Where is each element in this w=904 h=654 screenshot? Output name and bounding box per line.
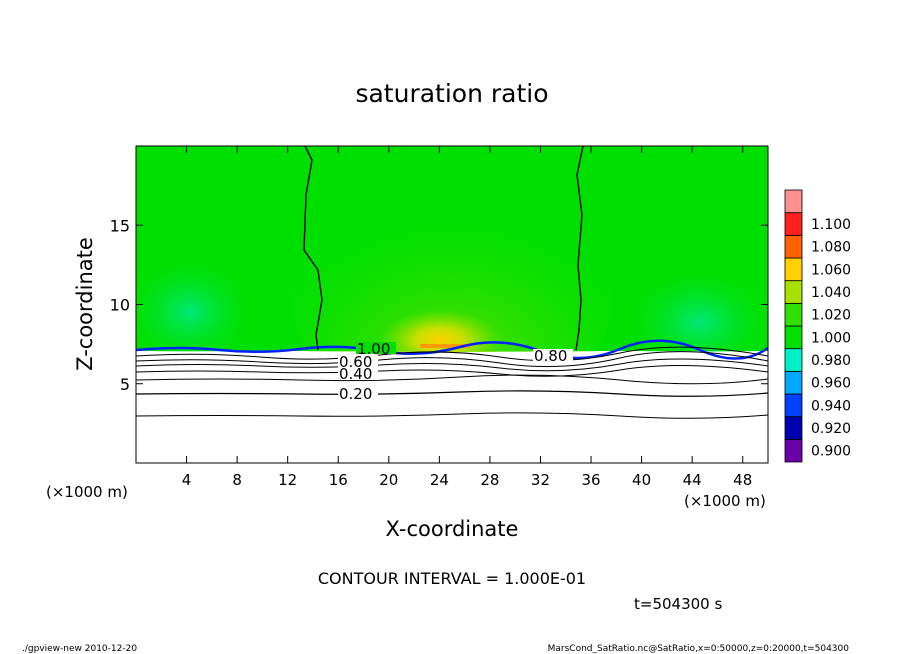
contour-label-bg bbox=[356, 342, 396, 354]
x-tick-label: 32 bbox=[531, 471, 550, 489]
colorbar-label: 0.940 bbox=[811, 398, 851, 414]
x-axis: 4 8 12 16 20 24 28 32 36 40 44 48 bbox=[182, 146, 752, 489]
colorbar-swatch bbox=[784, 393, 803, 418]
contour-label-bg bbox=[533, 349, 573, 361]
contour-1-00-left bbox=[303, 146, 323, 351]
contour-label-0-40: 0.40 bbox=[339, 365, 372, 383]
y-tick-label: 15 bbox=[110, 216, 130, 235]
colorbar-swatch bbox=[784, 280, 803, 304]
colorbar-swatch bbox=[784, 325, 803, 350]
footer-left: ./gpview-new 2010-12-20 bbox=[22, 644, 137, 654]
x-unit-right: (×1000 m) bbox=[684, 492, 766, 510]
contour-low-7 bbox=[136, 412, 768, 419]
x-tick-label: 28 bbox=[480, 471, 499, 489]
contour-label-1-00: 1.00 bbox=[357, 340, 390, 358]
colorbar-swatch bbox=[784, 348, 803, 372]
dry-region bbox=[136, 352, 768, 463]
x-tick-label: 4 bbox=[182, 471, 192, 489]
contour-label-0-20: 0.20 bbox=[339, 385, 372, 403]
colorbar-swatch bbox=[784, 212, 803, 236]
hot-strip bbox=[420, 344, 470, 348]
contour-low-5 bbox=[136, 374, 768, 385]
colorbar-swatch bbox=[784, 416, 803, 440]
colorbar-label: 0.980 bbox=[811, 353, 851, 369]
contour-low-3 bbox=[136, 358, 768, 372]
x-tick-label: 16 bbox=[329, 471, 348, 489]
x-unit-left: (×1000 m) bbox=[46, 483, 128, 501]
x-tick-label: 20 bbox=[379, 471, 398, 489]
colorbar-label: 0.900 bbox=[811, 444, 851, 460]
contour-label-bg bbox=[338, 387, 378, 400]
y-axis-label: Z-coordinate bbox=[73, 237, 97, 371]
colorbar-swatch bbox=[784, 302, 803, 327]
contour-low-2 bbox=[136, 351, 768, 368]
colorbar-label: 1.040 bbox=[811, 285, 851, 301]
contour-label-bg bbox=[338, 355, 378, 367]
y-axis: 5 10 15 bbox=[110, 216, 768, 394]
x-tick-label: 40 bbox=[632, 471, 651, 489]
x-axis-label: X-coordinate bbox=[386, 517, 519, 541]
colorbar-label: 0.960 bbox=[811, 376, 851, 392]
x-tick-label: 48 bbox=[733, 471, 752, 489]
contour-label-bg bbox=[338, 367, 378, 380]
contour-1-00-right bbox=[575, 146, 584, 351]
boundary-line bbox=[136, 339, 768, 360]
colorbar-swatch bbox=[784, 234, 803, 259]
contour-label-0-60: 0.60 bbox=[339, 353, 372, 371]
contour-labels: 1.00 0.80 0.60 0.40 0.20 bbox=[338, 340, 573, 403]
footer-right: MarsCond_SatRatio.nc@SatRatio,x=0:50000,… bbox=[548, 644, 850, 654]
plot-area bbox=[136, 146, 768, 463]
x-tick-label: 8 bbox=[232, 471, 242, 489]
colorbar-label: 1.020 bbox=[811, 308, 851, 324]
y-tick-label: 10 bbox=[110, 296, 130, 315]
contour-low-6 bbox=[136, 390, 768, 397]
contour-low-1 bbox=[136, 346, 768, 362]
x-tick-label: 12 bbox=[278, 471, 297, 489]
colorbar-swatch bbox=[784, 370, 803, 395]
chart-title: saturation ratio bbox=[355, 79, 548, 108]
contour-low-4 bbox=[136, 364, 768, 377]
colorbar-swatch bbox=[784, 257, 803, 282]
x-tick-label: 36 bbox=[581, 471, 600, 489]
colorbar: 0.900 0.920 0.940 0.960 0.980 1.000 1.020 1.040… bbox=[784, 189, 851, 463]
contour-interval: CONTOUR INTERVAL = 1.000E-01 bbox=[318, 569, 586, 588]
contour-label-0-80: 0.80 bbox=[534, 347, 567, 365]
x-tick-label: 24 bbox=[430, 471, 449, 489]
y-tick-label: 5 bbox=[120, 375, 130, 394]
colorbar-label: 1.100 bbox=[811, 217, 851, 233]
time-stamp: t=504300 s bbox=[634, 595, 722, 613]
cool-region-left bbox=[136, 240, 260, 360]
x-tick-label: 44 bbox=[683, 471, 702, 489]
colorbar-swatch bbox=[784, 438, 803, 463]
colorbar-label: 1.060 bbox=[811, 262, 851, 278]
colorbar-label: 1.000 bbox=[811, 330, 851, 346]
colorbar-label: 1.080 bbox=[811, 240, 851, 256]
colorbar-swatch bbox=[784, 189, 803, 214]
colorbar-label: 0.920 bbox=[811, 421, 851, 437]
